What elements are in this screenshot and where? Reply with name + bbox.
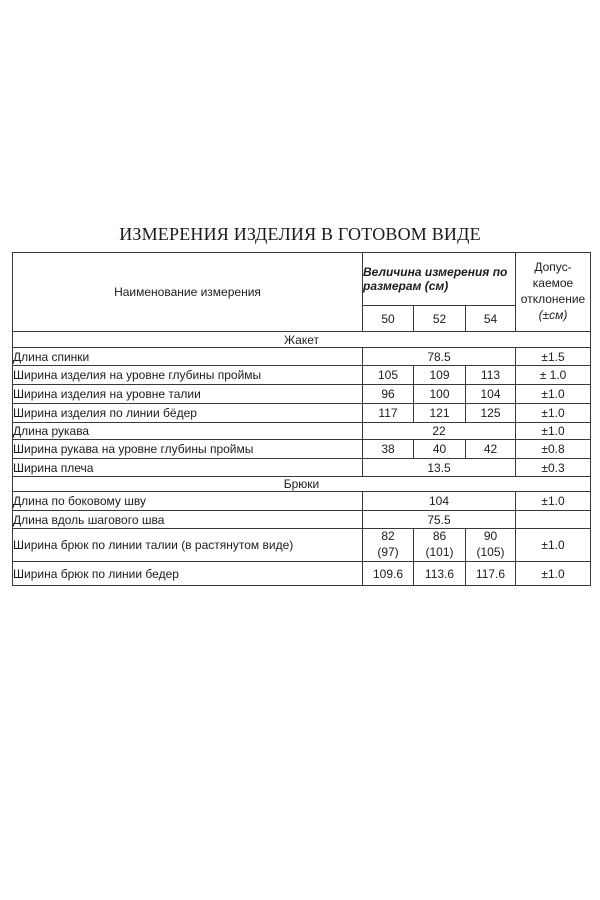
table-row: Ширина изделия на уровне глубины проймы … <box>12 365 591 385</box>
size-value-cell: 113.6 <box>413 561 466 586</box>
table-header-row: Наименование измерения Величина измерени… <box>12 252 591 332</box>
header-tolerance-line1: Допус- <box>534 260 572 275</box>
table-row: Длина по боковому шву 104 ±1.0 <box>12 491 591 511</box>
measurement-name-cell: Ширина изделия по линии бёдер <box>12 403 363 423</box>
measurement-name-cell: Длина рукава <box>12 422 363 440</box>
tolerance-cell <box>515 510 591 529</box>
size-value-cell: 109 <box>413 365 466 385</box>
measurement-name-cell: Ширина плеча <box>12 458 363 477</box>
table-row: Ширина рукава на уровне глубины проймы 3… <box>12 439 591 459</box>
measurement-name-cell: Ширина изделия на уровне глубины проймы <box>12 365 363 385</box>
merged-value-cell: 13.5 <box>362 458 516 477</box>
measurement-name-cell: Длина по боковому шву <box>12 491 363 511</box>
tolerance-cell: ±1.0 <box>515 528 591 562</box>
section-header-cell: Брюки <box>12 476 591 492</box>
size-value-cell: 109.6 <box>362 561 414 586</box>
size-value-cell: 38 <box>362 439 414 459</box>
size-value-cell: 82 (97) <box>362 528 414 562</box>
merged-value-cell: 75.5 <box>362 510 516 529</box>
measurement-name-cell: Длина вдоль шагового шва <box>12 510 363 529</box>
measurement-name-cell: Ширина рукава на уровне глубины проймы <box>12 439 363 459</box>
size-header-cell: 54 <box>465 305 516 332</box>
table-row: Ширина изделия на уровне талии 96 100 10… <box>12 384 591 404</box>
size-value-cell: 96 <box>362 384 414 404</box>
size-header-cell: 52 <box>413 305 466 332</box>
tolerance-cell: ±0.8 <box>515 439 591 459</box>
size-value-cell: 113 <box>465 365 516 385</box>
header-tolerance-line3: отклонение <box>520 292 586 306</box>
merged-value-cell: 104 <box>362 491 516 511</box>
value-line-primary: 86 <box>432 529 447 544</box>
merged-value-cell: 22 <box>362 422 516 440</box>
tolerance-cell: ±1.0 <box>515 403 591 423</box>
section-row-trousers: Брюки <box>12 476 591 492</box>
size-value-cell: 100 <box>413 384 466 404</box>
size-value-cell: 86 (101) <box>413 528 466 562</box>
section-header-cell: Жакет <box>12 331 591 348</box>
header-values-group-cell: Величина измерения по размерам (см) <box>362 252 516 306</box>
size-value-cell: 117 <box>362 403 414 423</box>
size-value-cell: 117.6 <box>465 561 516 586</box>
header-tolerance-line4: (±см) <box>538 307 568 322</box>
section-row-jacket: Жакет <box>12 331 591 348</box>
measurement-name-cell: Ширина брюк по линии талии (в растянутом… <box>12 528 363 562</box>
tolerance-cell: ±1.5 <box>515 347 591 366</box>
header-tolerance-line2: каемое <box>532 276 574 291</box>
tolerance-cell: ±1.0 <box>515 422 591 440</box>
table-row: Ширина брюк по линии бедер 109.6 113.6 1… <box>12 561 591 586</box>
size-value-cell: 105 <box>362 365 414 385</box>
value-line-secondary: (97) <box>377 545 399 559</box>
table-sizes-row: 50 52 54 <box>13 305 591 332</box>
size-value-cell: 42 <box>465 439 516 459</box>
table-row: Длина рукава 22 ±1.0 <box>12 422 591 440</box>
table-row: Ширина плеча 13.5 ±0.3 <box>12 458 591 477</box>
table-row: Ширина брюк по линии талии (в растянутом… <box>12 528 591 562</box>
tolerance-cell: ±1.0 <box>515 561 591 586</box>
value-line-secondary: (101) <box>425 545 454 559</box>
measurement-name-cell: Длина спинки <box>12 347 363 366</box>
measurements-table: Наименование измерения Величина измерени… <box>12 252 591 586</box>
tolerance-cell: ±1.0 <box>515 491 591 511</box>
size-value-cell: 40 <box>413 439 466 459</box>
size-value-cell: 90 (105) <box>465 528 516 562</box>
size-value-cell: 104 <box>465 384 516 404</box>
size-header-cell: 50 <box>362 305 414 332</box>
value-line-primary: 90 <box>483 529 498 544</box>
table-row: Длина вдоль шагового шва 75.5 <box>12 510 591 529</box>
size-value-cell: 121 <box>413 403 466 423</box>
header-measurement-name-cell: Наименование измерения <box>12 252 363 332</box>
merged-value-cell: 78.5 <box>362 347 516 366</box>
header-values-group-line1: Величина измерения по <box>363 264 508 279</box>
tolerance-cell: ± 1.0 <box>515 365 591 385</box>
tolerance-cell: ±0.3 <box>515 458 591 477</box>
table-row: Длина спинки 78.5 ±1.5 <box>12 347 591 366</box>
table-row: Ширина изделия по линии бёдер 117 121 12… <box>12 403 591 423</box>
measurement-name-cell: Ширина изделия на уровне талии <box>12 384 363 404</box>
value-line-secondary: (105) <box>476 545 505 559</box>
tolerance-cell: ±1.0 <box>515 384 591 404</box>
header-values-group-line2: размерам (см) <box>363 279 449 293</box>
measurement-name-cell: Ширина брюк по линии бедер <box>12 561 363 586</box>
header-tolerance-cell: Допус- каемое отклонение (±см) <box>515 252 591 332</box>
page-title: ИЗМЕРЕНИЯ ИЗДЕЛИЯ В ГОТОВОМ ВИДЕ <box>119 224 481 244</box>
size-value-cell: 125 <box>465 403 516 423</box>
value-line-primary: 82 <box>381 529 395 544</box>
